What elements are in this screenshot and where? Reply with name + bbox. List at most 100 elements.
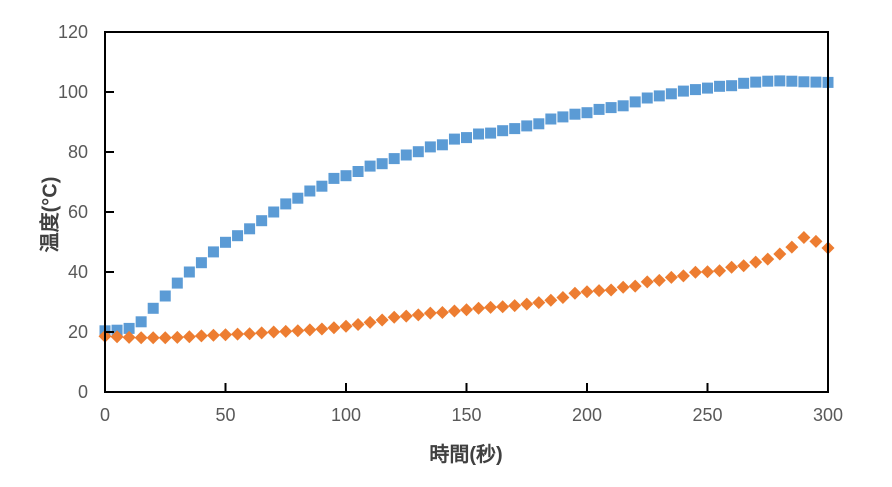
data-point-marker xyxy=(340,170,352,182)
data-point-marker xyxy=(363,315,377,329)
data-point-marker xyxy=(110,330,124,344)
data-point-marker xyxy=(111,324,123,336)
data-point-marker xyxy=(328,172,340,184)
data-point-marker xyxy=(351,318,365,331)
data-point-marker xyxy=(460,303,473,317)
data-point-marker xyxy=(689,84,701,96)
data-point-marker xyxy=(785,240,799,254)
data-point-marker xyxy=(786,75,798,87)
data-point-marker xyxy=(327,321,341,335)
data-point-marker xyxy=(387,310,401,324)
data-point-marker xyxy=(183,266,195,278)
data-point-marker xyxy=(423,306,437,320)
data-point-marker xyxy=(220,236,231,248)
data-point-marker xyxy=(485,127,497,139)
data-point-marker xyxy=(762,75,774,87)
y-tick-label: 0 xyxy=(77,382,88,402)
data-point-marker xyxy=(279,324,293,338)
data-point-marker xyxy=(569,108,581,120)
data-point-marker xyxy=(231,327,245,341)
data-point-marker xyxy=(714,80,726,92)
data-point-marker xyxy=(303,323,317,337)
data-point-marker xyxy=(123,322,135,334)
data-point-marker xyxy=(592,284,606,298)
data-point-marker xyxy=(604,283,618,297)
data-point-marker xyxy=(255,326,269,340)
data-point-marker xyxy=(411,308,425,322)
data-point-marker xyxy=(509,123,521,135)
data-point-marker xyxy=(533,118,545,130)
data-point-marker xyxy=(617,100,629,112)
data-point-marker xyxy=(593,103,605,115)
data-point-marker xyxy=(688,265,702,279)
x-tick-label: 250 xyxy=(692,405,723,425)
data-point-marker xyxy=(496,300,510,314)
data-point-marker xyxy=(352,166,364,177)
x-tick-label: 150 xyxy=(451,405,482,425)
data-point-marker xyxy=(268,206,280,218)
data-point-marker xyxy=(557,111,569,123)
data-point-marker xyxy=(304,185,316,197)
data-point-marker xyxy=(436,139,448,151)
y-tick-label: 40 xyxy=(67,262,88,282)
y-axis-title: 温度(°C) xyxy=(39,176,62,253)
data-point-marker xyxy=(677,85,689,97)
data-point-marker xyxy=(809,234,823,248)
data-point-marker xyxy=(207,246,219,258)
data-point-marker xyxy=(388,153,400,165)
data-point-marker xyxy=(726,80,738,92)
data-point-marker xyxy=(761,252,775,266)
data-point-marker xyxy=(568,286,582,300)
data-point-marker xyxy=(219,328,232,342)
data-point-marker xyxy=(267,325,281,339)
data-point-marker xyxy=(616,280,630,294)
data-point-marker xyxy=(400,149,412,161)
data-point-marker xyxy=(665,88,677,100)
data-point-marker xyxy=(676,269,690,283)
data-point-marker xyxy=(628,279,642,293)
y-tick-label: 20 xyxy=(67,322,88,342)
data-point-marker xyxy=(810,76,822,88)
data-point-marker xyxy=(435,306,449,319)
data-point-marker xyxy=(399,309,413,323)
data-point-marker xyxy=(749,255,763,269)
data-point-marker xyxy=(147,302,159,314)
plot-border xyxy=(104,31,829,393)
data-point-marker xyxy=(521,120,533,132)
data-point-marker xyxy=(797,231,811,244)
data-point-marker xyxy=(652,273,666,287)
data-point-marker xyxy=(545,113,557,125)
data-point-marker xyxy=(146,331,160,345)
data-point-marker xyxy=(171,277,183,289)
data-point-marker xyxy=(702,82,713,94)
data-point-marker xyxy=(701,265,714,279)
data-point-marker xyxy=(244,223,256,235)
data-point-marker xyxy=(629,96,641,108)
data-point-marker xyxy=(292,192,304,204)
y-tick-label: 100 xyxy=(57,82,88,102)
x-tick-label: 300 xyxy=(812,405,844,425)
data-point-marker xyxy=(664,270,678,284)
data-point-marker xyxy=(339,319,353,333)
data-point-marker xyxy=(737,259,751,273)
data-point-marker xyxy=(473,128,485,140)
data-point-marker xyxy=(484,300,498,314)
data-point-marker xyxy=(472,301,486,315)
data-point-marker xyxy=(774,75,786,87)
data-point-marker xyxy=(135,316,147,328)
data-point-marker xyxy=(640,275,654,289)
x-axis-title: 時間(秒) xyxy=(429,444,503,466)
data-point-marker xyxy=(256,215,268,227)
data-point-marker xyxy=(580,285,594,299)
data-point-marker xyxy=(158,331,172,345)
data-point-marker xyxy=(508,299,522,313)
data-point-marker xyxy=(159,290,171,302)
data-point-marker xyxy=(376,158,388,170)
data-point-marker xyxy=(232,230,244,242)
data-point-marker xyxy=(532,296,546,310)
data-point-marker xyxy=(315,322,329,336)
data-point-marker xyxy=(544,293,558,307)
x-tick-label: 200 xyxy=(571,405,603,425)
